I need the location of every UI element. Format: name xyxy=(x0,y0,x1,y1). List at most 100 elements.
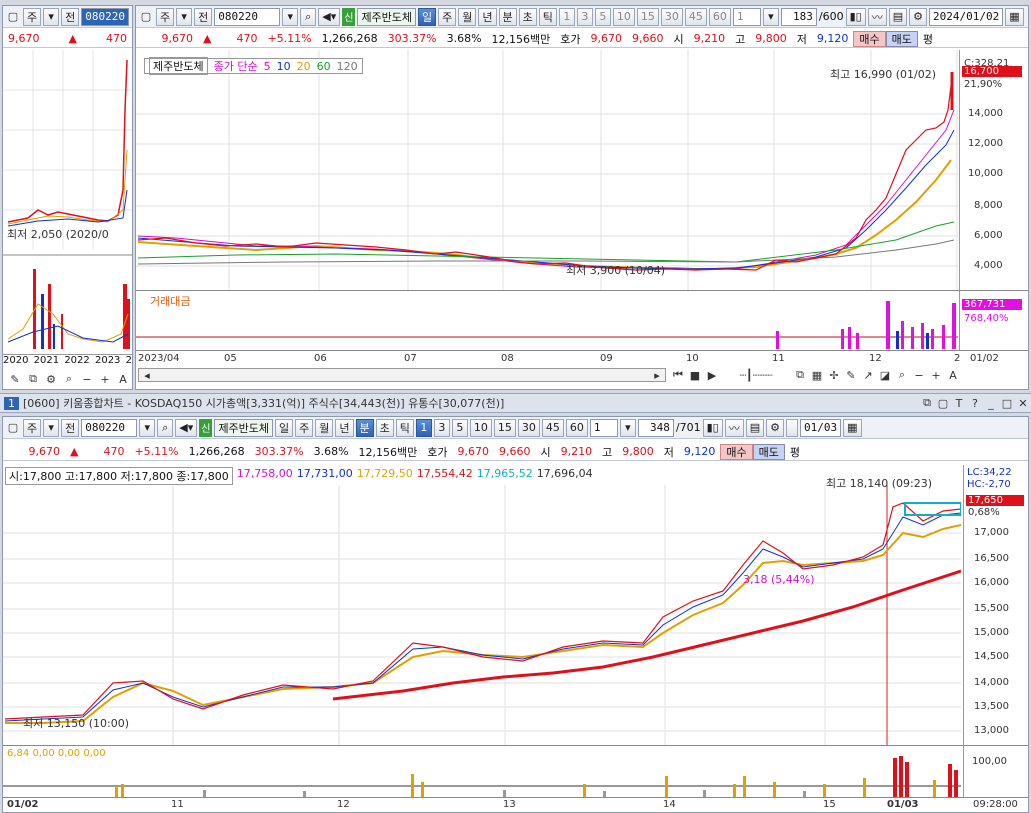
type-select[interactable]: 주 xyxy=(23,418,42,437)
save-icon[interactable]: ▤ xyxy=(745,418,765,437)
gear-icon[interactable]: ⚙ xyxy=(909,7,928,26)
period-day[interactable]: 일 xyxy=(418,7,437,26)
buy-button[interactable]: 매수 xyxy=(853,30,886,47)
interval-5[interactable]: 5 xyxy=(451,418,468,437)
pin-icon[interactable]: T xyxy=(955,396,963,410)
help-icon[interactable]: ? xyxy=(972,396,978,410)
interval-5[interactable]: 5 xyxy=(594,7,611,26)
grid-icon[interactable]: ▦ xyxy=(811,368,823,382)
bar-count[interactable]: 183 xyxy=(780,7,817,26)
stop-icon[interactable]: ■ xyxy=(689,368,701,382)
interval-45[interactable]: 45 xyxy=(684,7,707,26)
eval-button[interactable]: 평 xyxy=(789,445,801,459)
period-month[interactable]: 월 xyxy=(315,418,334,437)
candle-icon[interactable]: ▮▯ xyxy=(702,418,723,437)
minimize-icon[interactable]: _ xyxy=(988,396,994,410)
code-input[interactable]: 080220 xyxy=(81,418,138,437)
chevron-down-icon[interactable]: ▾ xyxy=(619,418,636,437)
scroll-left-icon[interactable]: ◂ xyxy=(144,368,150,382)
type-select[interactable]: 주 xyxy=(23,7,42,26)
settings-icon[interactable]: ⚙ xyxy=(46,372,56,386)
save-icon[interactable]: ▤ xyxy=(888,7,908,26)
chevron-down-icon[interactable]: ▾ xyxy=(176,7,193,26)
zoom-icon[interactable]: ⌕ xyxy=(898,368,906,381)
trend-icon[interactable]: ↗ xyxy=(863,368,873,382)
window-icon[interactable]: ▢ xyxy=(7,421,19,434)
scroll-right-icon[interactable]: ▸ xyxy=(654,368,660,382)
restore-icon[interactable]: ⧉ xyxy=(923,396,931,409)
search-icon[interactable]: ⌕ xyxy=(300,7,317,26)
interval-1[interactable]: 1 xyxy=(558,7,575,26)
candle-icon[interactable]: ▮▯ xyxy=(845,7,866,26)
skip-back-icon[interactable]: ⏮ xyxy=(673,368,683,381)
date-input[interactable]: 01/03 xyxy=(800,418,842,437)
interval-15[interactable]: 15 xyxy=(636,7,659,26)
chevron-down-icon[interactable]: ▾ xyxy=(43,7,60,26)
period-year[interactable]: 년 xyxy=(335,418,354,437)
layout-icon[interactable]: ⧉ xyxy=(796,368,804,381)
interval-60[interactable]: 60 xyxy=(708,7,731,26)
plus-icon[interactable]: + xyxy=(100,372,110,386)
zoom-icon[interactable]: ⌕ xyxy=(65,372,73,385)
minus-icon[interactable]: − xyxy=(82,372,92,386)
window-icon[interactable]: ▢ xyxy=(140,10,152,23)
calendar-icon[interactable]: ▦ xyxy=(1005,7,1024,26)
period-second[interactable]: 초 xyxy=(375,418,394,437)
plus-icon[interactable]: + xyxy=(931,368,941,382)
paint-icon[interactable]: ◪ xyxy=(879,368,891,382)
chevron-down-icon[interactable]: ▾ xyxy=(282,7,299,26)
interval-60[interactable]: 60 xyxy=(565,418,588,437)
text-icon[interactable]: A xyxy=(119,372,127,386)
interval-3[interactable]: 3 xyxy=(433,418,450,437)
period-week[interactable]: 주 xyxy=(438,7,457,26)
text-icon[interactable]: A xyxy=(949,368,957,382)
bar-count[interactable]: 348 xyxy=(637,418,674,437)
sell-button[interactable]: 매도 xyxy=(885,30,918,47)
interval-45[interactable]: 45 xyxy=(541,418,564,437)
interval-10[interactable]: 10 xyxy=(469,418,492,437)
interval-select[interactable]: 1 xyxy=(732,7,761,26)
gear-icon[interactable]: ⚙ xyxy=(766,418,785,437)
buy-button[interactable]: 매수 xyxy=(720,443,753,460)
minus-icon[interactable]: − xyxy=(914,368,924,382)
period-minute[interactable]: 분 xyxy=(355,418,374,437)
wave-icon[interactable]: 〰 xyxy=(724,418,744,437)
zoom-slider[interactable]: ┈┃┈┈┈ xyxy=(739,368,773,382)
play-icon[interactable]: ▶ xyxy=(707,368,717,382)
prev-button[interactable]: 전 xyxy=(61,7,80,26)
interval-30[interactable]: 30 xyxy=(517,418,540,437)
period-year[interactable]: 년 xyxy=(478,7,497,26)
code-input[interactable]: 080220 xyxy=(81,7,129,26)
period-minute[interactable]: 분 xyxy=(498,7,517,26)
draw-icon[interactable]: ✎ xyxy=(846,368,856,382)
top-scrollbar[interactable]: ◂ ▸ xyxy=(138,368,666,382)
interval-1[interactable]: 1 xyxy=(415,418,432,437)
interval-10[interactable]: 10 xyxy=(612,7,635,26)
window-icon[interactable]: ▢ xyxy=(937,396,949,410)
code-input[interactable]: 080220 xyxy=(214,7,281,26)
eval-button[interactable]: 평 xyxy=(922,32,934,46)
chevron-down-icon[interactable]: ▾ xyxy=(139,418,156,437)
period-tick[interactable]: 틱 xyxy=(538,7,557,26)
prev-button[interactable]: 전 xyxy=(61,418,80,437)
prev-button[interactable]: 전 xyxy=(194,7,213,26)
period-month[interactable]: 월 xyxy=(458,7,477,26)
interval-select[interactable]: 1 xyxy=(589,418,618,437)
wave-icon[interactable]: 〰 xyxy=(867,7,887,26)
date-input[interactable]: 2024/01/02 xyxy=(929,7,1004,26)
period-second[interactable]: 초 xyxy=(518,7,537,26)
chevron-down-icon[interactable]: ▾ xyxy=(43,418,60,437)
speaker-icon[interactable]: ◀▾ xyxy=(175,418,198,437)
calendar-icon[interactable]: ▦ xyxy=(843,418,862,437)
maximize-icon[interactable]: □ xyxy=(1001,396,1013,410)
crosshair-icon[interactable]: ✢ xyxy=(829,368,839,382)
close-icon[interactable]: ✕ xyxy=(1018,396,1028,410)
period-day[interactable]: 일 xyxy=(275,418,294,437)
period-tick[interactable]: 틱 xyxy=(395,418,414,437)
date-checkbox[interactable] xyxy=(786,418,799,437)
pen-icon[interactable]: ✎ xyxy=(10,372,20,386)
interval-15[interactable]: 15 xyxy=(493,418,516,437)
sell-button[interactable]: 매도 xyxy=(752,443,785,460)
interval-3[interactable]: 3 xyxy=(576,7,593,26)
speaker-icon[interactable]: ◀▾ xyxy=(318,7,341,26)
